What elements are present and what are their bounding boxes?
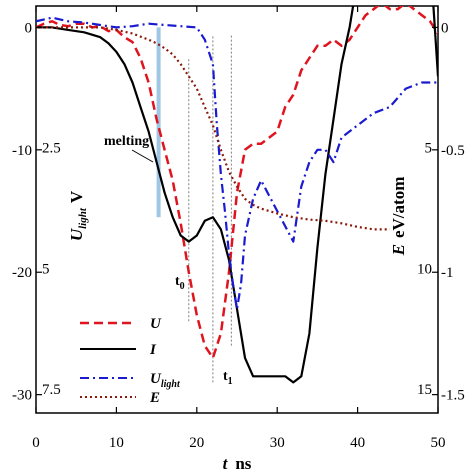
melting-arrow: [131, 149, 154, 163]
left-outer-tick-label-1: -10: [12, 143, 32, 159]
right-axis-title-unit: eV/atom: [389, 177, 408, 238]
right-axis-title: EeV/atom: [389, 177, 408, 257]
x-tick-label-3: 30: [270, 435, 285, 451]
series-u-light: [36, 16, 438, 311]
legend-label-ulight-main: U: [150, 371, 162, 387]
t1-annotation: t1: [223, 369, 233, 387]
right-outer-tick-label-0: 0: [441, 20, 449, 36]
melting-annotation: melting: [104, 134, 149, 149]
left-inner-tick-label-2: 7.5: [42, 382, 61, 398]
right-outer-tick-label-2: -1: [441, 265, 454, 281]
right-outer-tick-label-3: -1.5: [441, 388, 465, 404]
x-tick-label-0: 0: [32, 435, 40, 451]
x-axis-title: t ns: [223, 454, 252, 473]
x-tick-label-5: 50: [431, 435, 446, 451]
x-axis-title-main: t: [223, 454, 229, 473]
legend-label-ulight-sub: light: [161, 379, 181, 390]
left-inner-tick-label-0: 2.5: [42, 141, 61, 157]
legend-label-e: E: [149, 390, 160, 406]
right-inner-tick-label-1: 10: [417, 261, 432, 277]
svg-text:EeV/atom: EeV/atom: [389, 177, 408, 257]
x-tick-label-1: 10: [109, 435, 124, 451]
svg-text:UlightV: Ulight V: [67, 190, 89, 241]
t1-annotation-main: t: [223, 369, 228, 384]
tick-layer: 0 10 20 30 40 500-10-20-302.557.50-0.5-1-1.55…: [12, 6, 465, 451]
plot-frame: [35, 5, 439, 414]
left-axis-title-sub: light: [77, 207, 89, 229]
left-outer-tick-label-3: -30: [12, 388, 32, 404]
t0-annotation-sub: 0: [180, 281, 185, 292]
legend-label-u: U: [150, 316, 162, 332]
right-axis-title-main: E: [389, 244, 408, 256]
left-axis-title-main: U: [67, 228, 86, 241]
marker-line-layer: [188, 34, 232, 383]
t0-annotation-main: t: [175, 274, 180, 289]
right-outer-tick-label-1: -0.5: [441, 143, 465, 159]
legend-label-i: I: [149, 342, 157, 358]
left-axis-title: Ulight V: [67, 190, 89, 241]
t0-annotation: t0: [175, 274, 185, 292]
series-i: [36, 6, 438, 384]
left-outer-tick-label-2: -20: [12, 265, 32, 281]
series-layer: [36, 6, 438, 384]
legend-label-ulight: Ulight: [150, 371, 181, 390]
right-inner-tick-label-0: 5: [425, 141, 433, 157]
left-outer-tick-label-0: 0: [25, 20, 33, 36]
x-tick-label-4: 40: [350, 435, 365, 451]
t1-annotation-sub: 1: [228, 376, 233, 387]
series-e: [36, 26, 390, 231]
legend: U I Ulight E: [80, 316, 181, 406]
series-u: [36, 6, 438, 360]
x-axis-title-unit: ns: [235, 454, 251, 473]
left-axis-title-unit: V: [67, 190, 86, 203]
x-tick-label-2: 20: [189, 435, 204, 451]
right-inner-tick-label-2: 15: [417, 382, 432, 398]
left-inner-tick-label-1: 5: [42, 261, 50, 277]
